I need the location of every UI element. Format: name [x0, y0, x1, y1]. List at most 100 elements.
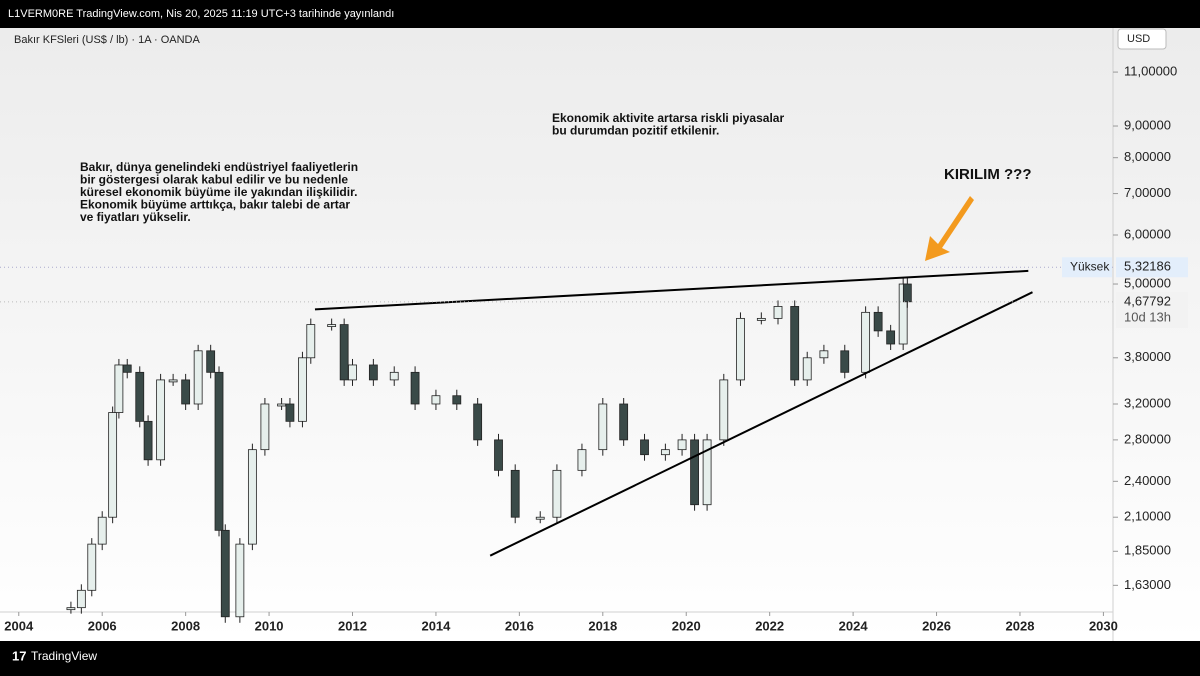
candle: [108, 412, 118, 518]
y-tick-label: 11,00000: [1124, 64, 1177, 79]
candle: [306, 324, 316, 359]
plot: [66, 269, 1033, 623]
candle: [736, 317, 745, 381]
annotation: küresel ekonomik büyüme ile yakından ili…: [80, 185, 357, 199]
candle: [122, 364, 132, 373]
high-value: 5,32186: [1124, 259, 1171, 274]
candle: [327, 324, 337, 327]
candle: [193, 350, 203, 405]
x-tick-label: 2012: [338, 618, 367, 633]
candle: [702, 439, 712, 506]
candle: [640, 439, 649, 456]
candle: [677, 439, 687, 451]
candle: [719, 379, 729, 441]
candle: [690, 439, 699, 506]
annotation: ve fiyatları yükselir.: [80, 210, 191, 224]
y-tick-label: 2,80000: [1124, 431, 1171, 446]
x-tick-label: 2014: [421, 618, 451, 633]
annotation: Ekonomik aktivite artarsa riskli piyasal…: [552, 111, 784, 125]
x-tick-label: 2006: [88, 618, 117, 633]
x-tick-label: 2022: [755, 618, 784, 633]
trendline: [314, 269, 1029, 311]
header-bar: [0, 0, 1200, 28]
y-tick-label: 2,40000: [1124, 473, 1171, 488]
footer-brand: TradingView: [31, 649, 97, 663]
candle: [619, 403, 629, 441]
candle: [773, 306, 783, 319]
candle: [660, 449, 670, 456]
countdown: 10d 13h: [1124, 309, 1171, 324]
arrow: [925, 196, 974, 261]
candle: [840, 350, 850, 373]
y-tick-label: 3,20000: [1124, 395, 1171, 410]
trendline: [489, 291, 1033, 557]
y-tick-label: 2,10000: [1124, 509, 1171, 524]
candle: [819, 350, 829, 359]
last-value: 4,67792: [1124, 293, 1171, 308]
candle: [156, 379, 166, 461]
footer-bar: [0, 641, 1200, 671]
candle: [114, 364, 124, 413]
x-tick-label: 2016: [505, 618, 534, 633]
candle: [473, 403, 483, 441]
y-tick-label: 8,00000: [1124, 149, 1171, 164]
candle: [802, 357, 812, 381]
candle: [181, 379, 191, 405]
candle: [247, 449, 257, 545]
candle: [168, 379, 178, 383]
candle: [285, 403, 295, 422]
y-tick-label: 6,00000: [1124, 226, 1171, 241]
candle: [886, 330, 896, 345]
annotation: bir göstergesi olarak kabul edilir ve bu…: [80, 173, 348, 187]
last-box: [1116, 291, 1188, 328]
candle: [510, 469, 520, 518]
y-tick-label: 1,85000: [1124, 543, 1171, 558]
candle: [389, 371, 399, 381]
candle: [535, 516, 545, 520]
candle: [206, 350, 216, 373]
currency: USD: [1127, 33, 1150, 45]
candle: [339, 324, 349, 381]
candle: [756, 317, 766, 321]
high-name-box: [1062, 257, 1112, 278]
candle: [861, 311, 871, 373]
candle: [235, 543, 245, 618]
candle: [277, 403, 286, 407]
annotation: Ekonomik büyüme arttıkça, bakır talebi d…: [80, 198, 350, 212]
candle: [214, 371, 224, 531]
header-text: L1VERM0RE TradingView.com, Nis 20, 2025 …: [8, 8, 394, 20]
candle: [552, 469, 562, 518]
candle: [598, 403, 608, 451]
logo-mark: 17: [12, 648, 26, 663]
candle: [76, 589, 86, 609]
candle: [143, 420, 153, 461]
candle: [431, 395, 441, 405]
candle: [260, 403, 270, 451]
candle: [873, 311, 883, 332]
y-tick-label: 5,00000: [1124, 275, 1171, 290]
chart-background: [0, 28, 1200, 641]
candle: [220, 529, 230, 618]
y-tick-label: 7,00000: [1124, 185, 1171, 200]
candle: [902, 283, 912, 303]
candle: [410, 371, 420, 405]
currency-box[interactable]: [1117, 28, 1167, 50]
x-tick-label: 2024: [839, 618, 869, 633]
candle: [97, 516, 107, 545]
y-tick-label: 3,80000: [1124, 349, 1171, 364]
candle: [494, 439, 503, 471]
high-value-box: [1116, 257, 1188, 278]
x-tick-label: 2004: [4, 618, 34, 633]
x-tick-label: 2008: [171, 618, 200, 633]
x-tick-label: 2010: [255, 618, 284, 633]
candle: [577, 449, 587, 471]
candle: [66, 607, 76, 611]
candle: [368, 364, 378, 381]
annotation: bu durumdan pozitif etkilenir.: [552, 124, 719, 138]
candle: [790, 306, 800, 381]
high-name: Yüksek: [1070, 259, 1110, 273]
x-tick-label: 2026: [922, 618, 951, 633]
x-tick-label: 2030: [1089, 618, 1118, 633]
